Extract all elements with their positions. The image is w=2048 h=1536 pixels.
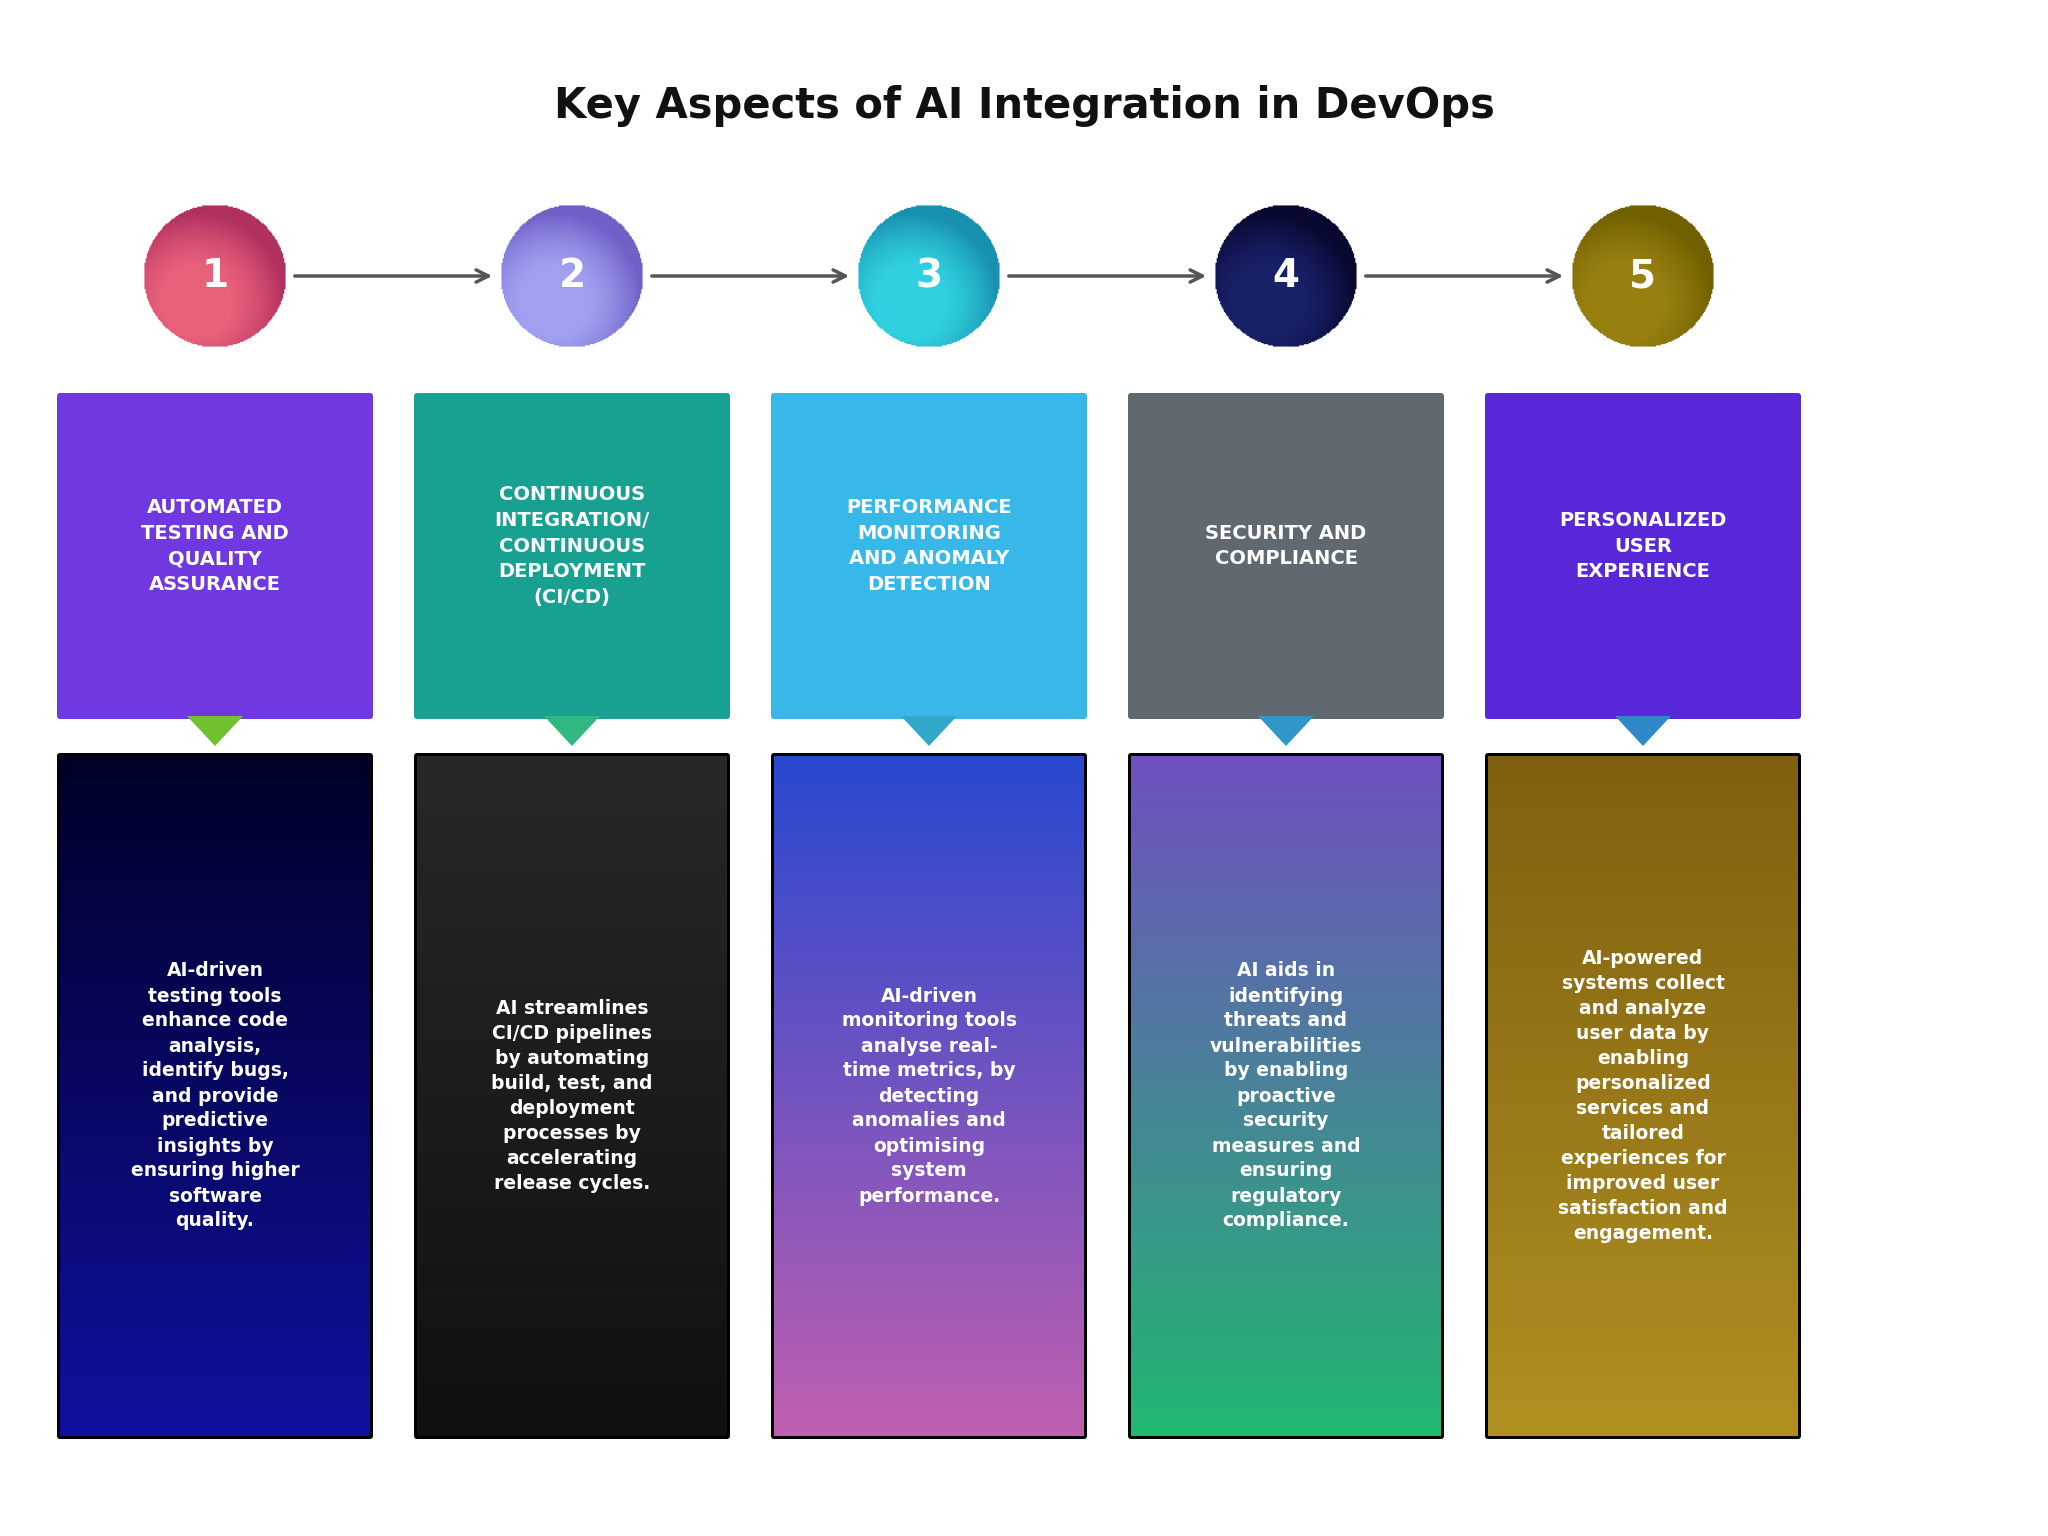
FancyBboxPatch shape [414,753,729,1439]
FancyBboxPatch shape [770,393,1087,719]
Polygon shape [1616,716,1671,746]
Polygon shape [1257,716,1315,746]
Text: CONTINUOUS
INTEGRATION/
CONTINUOUS
DEPLOYMENT
(CI/CD): CONTINUOUS INTEGRATION/ CONTINUOUS DEPLO… [494,485,649,607]
FancyBboxPatch shape [1128,753,1444,1439]
Text: 5: 5 [1630,257,1657,295]
Text: AI-powered
systems collect
and analyze
user data by
enabling
personalized
servic: AI-powered systems collect and analyze u… [1559,949,1729,1243]
FancyBboxPatch shape [1128,393,1444,719]
FancyBboxPatch shape [770,753,1087,1439]
Text: AI streamlines
CI/CD pipelines
by automating
build, test, and
deployment
process: AI streamlines CI/CD pipelines by automa… [492,998,653,1193]
Text: AUTOMATED
TESTING AND
QUALITY
ASSURANCE: AUTOMATED TESTING AND QUALITY ASSURANCE [141,498,289,594]
FancyBboxPatch shape [1485,393,1800,719]
Text: 2: 2 [559,257,586,295]
Polygon shape [186,716,244,746]
Text: AI-driven
monitoring tools
analyse real-
time metrics, by
detecting
anomalies an: AI-driven monitoring tools analyse real-… [842,986,1016,1206]
Text: AI-driven
testing tools
enhance code
analysis,
identify bugs,
and provide
predic: AI-driven testing tools enhance code ana… [131,962,299,1230]
FancyBboxPatch shape [1485,753,1800,1439]
Text: PERSONALIZED
USER
EXPERIENCE: PERSONALIZED USER EXPERIENCE [1559,511,1726,581]
Polygon shape [901,716,956,746]
Text: AI aids in
identifying
threats and
vulnerabilities
by enabling
proactive
securit: AI aids in identifying threats and vulne… [1210,962,1362,1230]
Polygon shape [545,716,600,746]
FancyBboxPatch shape [414,393,729,719]
Text: 1: 1 [201,257,229,295]
Text: PERFORMANCE
MONITORING
AND ANOMALY
DETECTION: PERFORMANCE MONITORING AND ANOMALY DETEC… [846,498,1012,594]
FancyBboxPatch shape [57,393,373,719]
Text: SECURITY AND
COMPLIANCE: SECURITY AND COMPLIANCE [1206,524,1366,568]
Text: 3: 3 [915,257,942,295]
FancyBboxPatch shape [57,753,373,1439]
Text: Key Aspects of AI Integration in DevOps: Key Aspects of AI Integration in DevOps [553,84,1495,127]
Text: 4: 4 [1272,257,1300,295]
